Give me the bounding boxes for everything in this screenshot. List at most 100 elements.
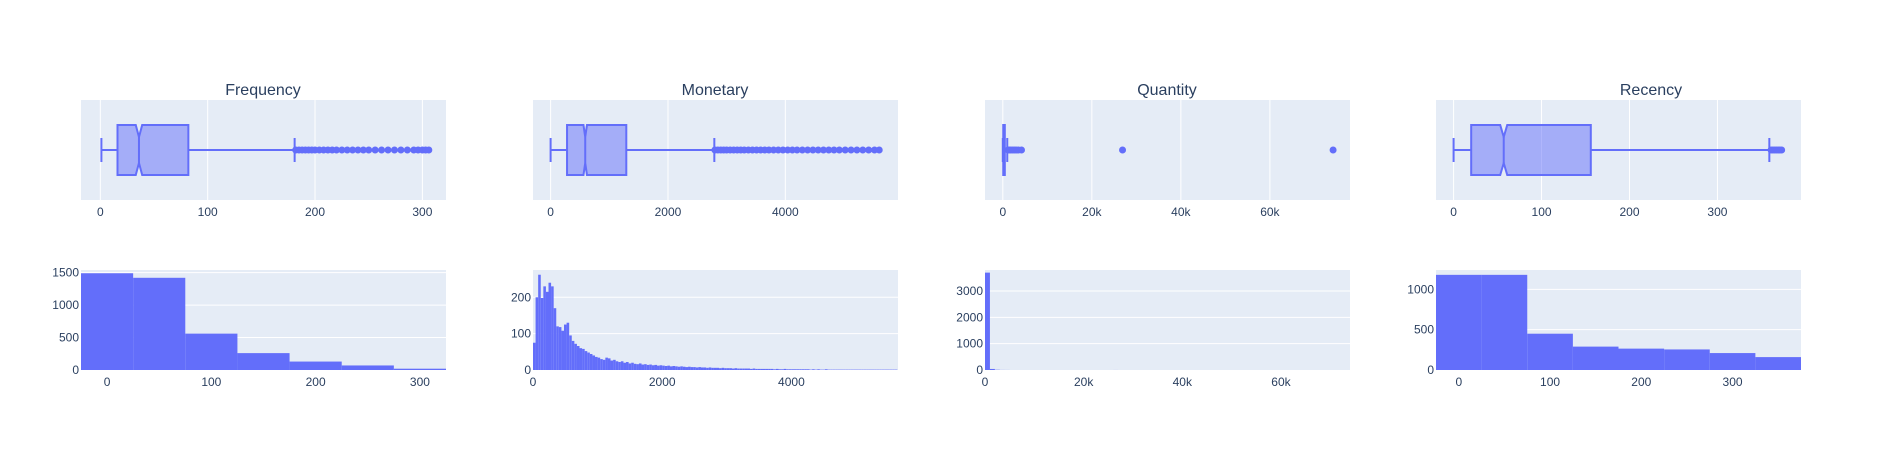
histogram-bar: [825, 369, 828, 370]
x-tick-label: 100: [198, 205, 218, 219]
histogram-bar: [664, 366, 668, 370]
histogram-bar: [579, 348, 583, 370]
x-tick-label: 200: [305, 205, 325, 219]
histogram-bar: [540, 298, 544, 370]
x-tick-label: 60k: [1260, 205, 1280, 219]
histogram-bar: [708, 367, 712, 370]
histogram-panel-recency: 0 500 1000 0 100 200 300: [1407, 270, 1801, 389]
histogram-bar: [535, 297, 539, 370]
histogram-bar: [584, 351, 588, 370]
histogram-bar: [1436, 274, 1482, 370]
outlier-point: [830, 146, 838, 154]
histogram-bar: [760, 368, 763, 370]
y-tick-label: 200: [511, 290, 531, 304]
x-tick-label: 40k: [1171, 205, 1191, 219]
histogram-bar: [533, 342, 536, 370]
histogram-bar: [615, 361, 619, 370]
outlier-point: [338, 146, 346, 154]
histogram-bar: [600, 359, 603, 370]
histogram-bar: [737, 368, 740, 370]
histogram-bar: [667, 365, 670, 370]
histogram-bar: [564, 324, 567, 370]
histogram-bar: [545, 291, 549, 370]
outlier-point: [859, 146, 867, 154]
histogram-bar: [817, 369, 820, 370]
histogram-bar: [682, 366, 686, 370]
x-tick-label: 0: [97, 205, 104, 219]
outlier-point: [1018, 146, 1025, 154]
histogram-bar: [693, 367, 696, 370]
outlier-point: [835, 146, 843, 154]
histogram-bar: [985, 272, 990, 370]
x-tick-label: 4000: [778, 375, 805, 389]
histogram-bar: [237, 353, 290, 370]
histogram-bar: [729, 368, 732, 370]
outlier-point: [359, 146, 367, 154]
histogram-bar: [561, 330, 565, 370]
histogram-bar: [695, 367, 699, 370]
outlier-point: [847, 146, 855, 154]
outlier-point: [425, 146, 433, 154]
histogram-bar: [597, 357, 601, 370]
histogram-bar: [641, 364, 645, 370]
outlier-point: [819, 146, 827, 154]
histogram-bar: [1527, 333, 1573, 370]
histogram-bar: [393, 368, 446, 370]
histogram-bar: [752, 368, 756, 370]
plot-background: [985, 100, 1350, 200]
histogram-bar: [788, 369, 792, 370]
x-tick-label: 200: [1619, 205, 1639, 219]
x-tick-label: 4000: [772, 205, 799, 219]
histogram-bar: [812, 369, 815, 370]
histogram-bar: [543, 286, 546, 370]
histogram-bar: [778, 369, 782, 370]
histogram-bar: [726, 368, 730, 370]
histogram-bar: [1618, 348, 1665, 370]
x-tick-label: 20k: [1074, 375, 1094, 389]
outlier-point: [804, 146, 812, 154]
outlier-point: [1778, 146, 1786, 154]
x-tick-label: 300: [1707, 205, 1727, 219]
outlier-point: [403, 146, 411, 154]
histogram-bar: [548, 282, 552, 370]
histogram-bar: [551, 286, 554, 370]
histogram-bar: [688, 366, 691, 370]
x-tick-label: 0: [999, 205, 1006, 219]
y-tick-label: 100: [511, 327, 531, 341]
histogram-bar: [646, 364, 650, 370]
histogram-bar: [644, 364, 647, 370]
outlier-point: [1119, 146, 1127, 154]
x-tick-label: 2000: [649, 375, 676, 389]
histogram-bar: [610, 360, 614, 370]
outlier-point: [384, 146, 392, 154]
histogram-bar: [799, 369, 802, 370]
box-panel-frequency: 0 100 200 300: [81, 100, 446, 219]
histogram-bar: [989, 368, 995, 370]
histogram-bar: [677, 366, 681, 370]
histogram-bar: [806, 369, 810, 370]
histogram-bar: [706, 367, 709, 370]
x-tick-label: 300: [410, 375, 430, 389]
histogram-bar: [341, 365, 394, 370]
histogram-bar: [768, 368, 771, 370]
x-tick-label: 200: [1631, 375, 1651, 389]
histogram-bar: [781, 369, 784, 370]
histogram-bar: [613, 359, 616, 370]
histogram-panel-frequency: 0 500 1000 1500 0 100 200 300: [52, 266, 446, 389]
plot-background: [985, 270, 1350, 370]
y-tick-label: 3000: [956, 284, 983, 298]
histogram-bar: [602, 359, 606, 370]
histogram-bar: [731, 368, 735, 370]
x-tick-label: 60k: [1271, 375, 1291, 389]
x-tick-label: 100: [1532, 205, 1552, 219]
histogram-bar: [804, 369, 807, 370]
y-tick-label: 0: [524, 363, 531, 377]
histogram-bar: [1709, 353, 1756, 370]
histogram-bar: [773, 369, 776, 370]
histogram-bar: [1572, 346, 1619, 370]
outlier-point: [333, 146, 340, 154]
histogram-bar: [716, 367, 720, 370]
histogram-bar: [703, 367, 707, 370]
